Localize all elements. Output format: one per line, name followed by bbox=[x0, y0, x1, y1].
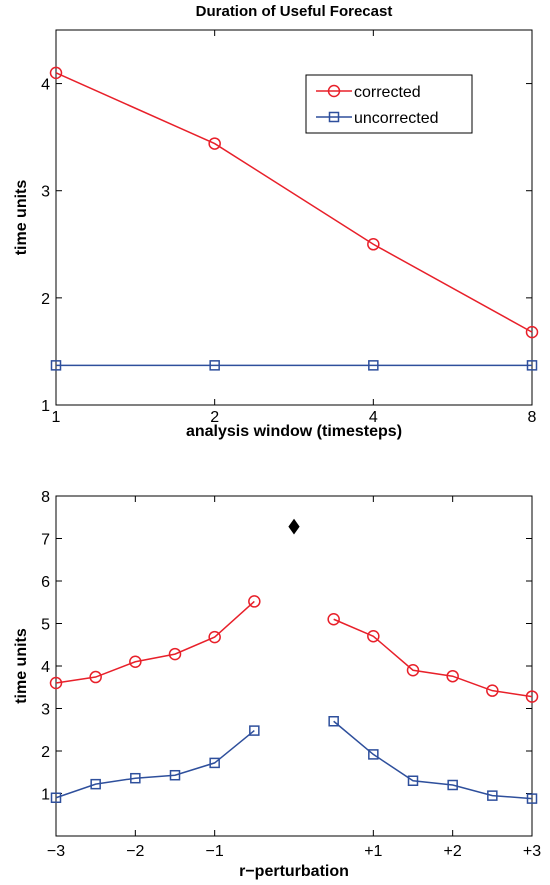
data-point bbox=[487, 790, 498, 801]
y-tick-label: 5 bbox=[41, 617, 50, 634]
series-line bbox=[55, 600, 255, 684]
series-uncorrected bbox=[50, 360, 538, 371]
y-tick-label: 6 bbox=[41, 574, 50, 591]
y-tick-label: 3 bbox=[41, 702, 50, 719]
x-tick-label: −3 bbox=[47, 843, 65, 860]
x-tick-label: +2 bbox=[444, 843, 462, 860]
data-point bbox=[367, 630, 380, 643]
data-point bbox=[525, 325, 539, 339]
data-point bbox=[169, 769, 181, 781]
data-point bbox=[407, 775, 419, 786]
data-point bbox=[130, 772, 141, 784]
y-tick-label: 2 bbox=[41, 291, 50, 308]
data-point bbox=[50, 360, 62, 371]
y-tick-label: 7 bbox=[41, 532, 50, 549]
y-axis-label: time units bbox=[13, 628, 30, 704]
data-point bbox=[446, 669, 459, 683]
x-tick-label: −2 bbox=[126, 843, 144, 860]
data-point bbox=[89, 670, 102, 684]
y-tick-label: 4 bbox=[41, 659, 50, 676]
legend-label: corrected bbox=[354, 84, 421, 101]
data-point bbox=[50, 792, 62, 803]
series-line bbox=[333, 618, 533, 698]
data-point bbox=[129, 655, 142, 668]
data-point bbox=[447, 779, 458, 791]
data-point bbox=[328, 716, 339, 727]
data-point bbox=[486, 684, 499, 697]
series-diamond-point bbox=[288, 518, 300, 535]
data-point bbox=[49, 676, 63, 690]
x-axis-label: r−perturbation bbox=[239, 863, 349, 880]
y-tick-label: 8 bbox=[41, 489, 50, 506]
x-tick-label: 1 bbox=[52, 409, 61, 426]
data-point bbox=[249, 725, 260, 736]
y-tick-label: 2 bbox=[41, 744, 50, 761]
data-point bbox=[208, 630, 221, 644]
legend-item: uncorrected bbox=[316, 110, 439, 127]
data-point bbox=[368, 749, 379, 760]
y-tick-label: 1 bbox=[41, 398, 50, 415]
data-point bbox=[367, 238, 380, 251]
data-point bbox=[525, 690, 539, 703]
legend-box bbox=[305, 74, 473, 134]
x-tick-label: 8 bbox=[528, 409, 537, 426]
legend-marker bbox=[327, 84, 341, 98]
chart-title: Duration of Useful Forecast bbox=[196, 3, 393, 20]
data-point bbox=[327, 613, 340, 626]
data-point bbox=[288, 518, 300, 535]
y-tick-label: 1 bbox=[41, 787, 50, 804]
data-point bbox=[526, 793, 538, 804]
x-tick-label: 4 bbox=[369, 409, 378, 426]
x-axis-label: analysis window (timesteps) bbox=[186, 423, 402, 440]
x-tick-label: +1 bbox=[364, 843, 382, 860]
plot-frame bbox=[55, 29, 533, 406]
y-tick-label: 3 bbox=[41, 184, 50, 201]
x-tick-label: +3 bbox=[523, 843, 541, 860]
data-point bbox=[209, 360, 220, 371]
data-point bbox=[208, 137, 221, 150]
y-tick-label: 4 bbox=[41, 77, 50, 94]
legend: corrected uncorrected bbox=[305, 74, 473, 134]
legend-marker bbox=[328, 111, 340, 123]
series-line bbox=[55, 72, 533, 333]
data-point bbox=[248, 595, 261, 608]
x-tick-label: −1 bbox=[206, 843, 224, 860]
data-point bbox=[49, 66, 63, 80]
series-line bbox=[333, 720, 533, 800]
data-point bbox=[209, 757, 220, 769]
x-tick-label: 2 bbox=[210, 409, 219, 426]
series-line bbox=[55, 730, 255, 799]
legend-label: uncorrected bbox=[354, 110, 439, 127]
data-point bbox=[368, 360, 379, 371]
series-corrected bbox=[49, 66, 539, 339]
series-corrected bbox=[49, 595, 539, 703]
series-uncorrected bbox=[50, 716, 538, 804]
chart-r-perturbation: −3 −2 −1 +1 +2 +3 1 2 3 4 5 6 7 8 r−perturbation time u… bbox=[13, 489, 541, 880]
y-axis-label: time units bbox=[13, 180, 30, 256]
plot-frame bbox=[55, 495, 533, 837]
data-point bbox=[526, 360, 538, 371]
legend-item: corrected bbox=[316, 84, 421, 101]
data-point bbox=[406, 664, 420, 677]
data-point bbox=[90, 778, 101, 790]
data-point bbox=[168, 647, 182, 661]
